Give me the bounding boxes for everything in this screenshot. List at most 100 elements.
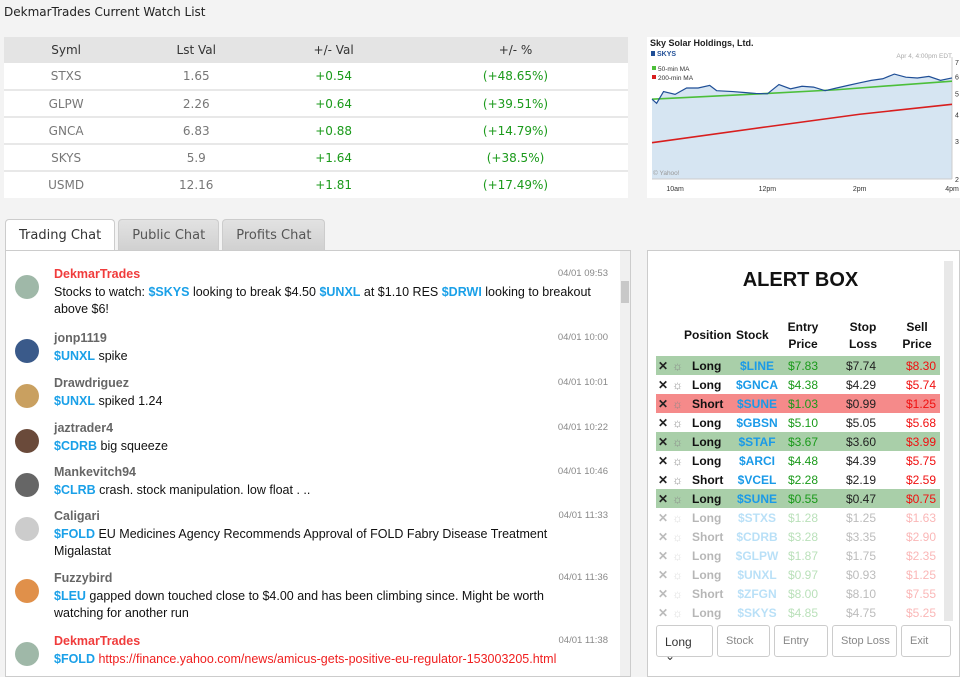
tab-public-chat[interactable]: Public Chat: [118, 219, 220, 251]
settings-icon[interactable]: ☼: [672, 530, 683, 544]
alert-stock[interactable]: $SUNE: [736, 397, 777, 411]
delete-icon[interactable]: ✕: [658, 378, 669, 392]
chat-username[interactable]: Mankevitch94: [54, 465, 136, 479]
settings-icon[interactable]: ☼: [672, 359, 683, 373]
alert-row: ✕ ☼ Long $GNCA $4.38 $4.29 $5.74: [656, 375, 940, 394]
ticker-link[interactable]: $CLRB: [54, 483, 96, 497]
alert-row: ✕ ☼ Short $CDRB $3.28 $3.35 $2.90: [656, 527, 940, 546]
avatar[interactable]: [15, 579, 39, 603]
settings-icon[interactable]: ☼: [672, 549, 683, 563]
alert-stock[interactable]: $CDRB: [736, 530, 778, 544]
delete-icon[interactable]: ✕: [658, 511, 669, 525]
settings-icon[interactable]: ☼: [672, 568, 683, 582]
delete-icon[interactable]: ✕: [658, 568, 669, 582]
delete-icon[interactable]: ✕: [658, 473, 669, 487]
avatar[interactable]: [15, 339, 39, 363]
alert-stock[interactable]: $STAF: [738, 435, 776, 449]
settings-icon[interactable]: ☼: [672, 473, 683, 487]
settings-icon[interactable]: ☼: [672, 435, 683, 449]
hdr-stop: Stop Loss: [848, 320, 877, 351]
alert-scrollbar[interactable]: [944, 261, 953, 621]
ticker-link[interactable]: $CDRB: [54, 439, 98, 453]
legend-label: 200-min MA: [658, 75, 694, 82]
avatar[interactable]: [15, 275, 39, 299]
alert-stock[interactable]: $GBSN: [736, 416, 778, 430]
avatar[interactable]: [15, 642, 39, 666]
delete-icon[interactable]: ✕: [658, 397, 669, 411]
ticker-link[interactable]: $DRWI: [441, 285, 482, 299]
ticker-link[interactable]: $UNXL: [54, 394, 95, 408]
alert-stock[interactable]: $VCEL: [737, 473, 777, 487]
chat-username[interactable]: Fuzzybird: [54, 571, 113, 585]
ticker-link[interactable]: $FOLD: [54, 652, 95, 666]
chat-username[interactable]: DekmarTrades: [54, 634, 141, 648]
alert-entry: $1.03: [788, 397, 819, 411]
watchlist-row[interactable]: SKYS 5.9 +1.64 (+38.5%): [4, 143, 628, 171]
settings-icon[interactable]: ☼: [672, 587, 683, 601]
alert-stock[interactable]: $SKYS: [737, 606, 777, 620]
alert-stock[interactable]: $STXS: [737, 511, 776, 525]
delete-icon[interactable]: ✕: [658, 435, 669, 449]
avatar[interactable]: [15, 384, 39, 408]
watchlist-row[interactable]: GNCA 6.83 +0.88 (+14.79%): [4, 116, 628, 144]
alert-stock[interactable]: $ZFGN: [737, 587, 777, 601]
message-text: crash. stock manipulation. low float . .…: [95, 483, 311, 497]
delete-icon[interactable]: ✕: [658, 530, 669, 544]
alert-stock[interactable]: $SUNE: [736, 492, 777, 506]
delete-icon[interactable]: ✕: [658, 549, 669, 563]
alert-entry: $4.38: [788, 378, 819, 392]
settings-icon[interactable]: ☼: [672, 378, 683, 392]
tab-profits-chat[interactable]: Profits Chat: [222, 219, 326, 251]
avatar[interactable]: [15, 429, 39, 453]
alert-stock[interactable]: $UNXL: [737, 568, 777, 582]
alert-stock[interactable]: $GLPW: [735, 549, 779, 563]
tab-trading-chat[interactable]: Trading Chat: [5, 219, 116, 252]
exit-input[interactable]: Exit: [901, 625, 951, 657]
alert-entry: $7.83: [788, 359, 819, 373]
settings-icon[interactable]: ☼: [672, 397, 683, 411]
ticker-link[interactable]: $FOLD: [54, 527, 95, 541]
ticker-link[interactable]: $SKYS: [148, 285, 190, 299]
delete-icon[interactable]: ✕: [658, 416, 669, 430]
chat-username[interactable]: jaztrader4: [54, 421, 114, 435]
scroll-thumb[interactable]: [621, 281, 629, 303]
chat-username[interactable]: Caligari: [54, 509, 100, 523]
delete-icon[interactable]: ✕: [658, 492, 669, 506]
stock-input[interactable]: Stock: [717, 625, 770, 657]
alert-stop: $1.25: [846, 511, 877, 525]
watchlist-row[interactable]: STXS 1.65 +0.54 (+48.65%): [4, 63, 628, 90]
entry-input[interactable]: Entry: [774, 625, 828, 657]
alert-entry: $2.28: [788, 473, 819, 487]
settings-icon[interactable]: ☼: [672, 511, 683, 525]
chat-username[interactable]: jonp1119: [54, 331, 107, 345]
alert-stock[interactable]: $GNCA: [735, 378, 778, 392]
alert-stock[interactable]: $LINE: [739, 359, 774, 373]
settings-icon[interactable]: ☼: [672, 606, 683, 620]
watchlist-row[interactable]: GLPW 2.26 +0.64 (+39.51%): [4, 89, 628, 117]
chat-text: $FOLD https://finance.yahoo.com/news/ami…: [54, 651, 594, 668]
settings-icon[interactable]: ☼: [672, 492, 683, 506]
chat-username[interactable]: Drawdriguez: [54, 376, 130, 390]
ticker-link[interactable]: $LEU: [54, 589, 86, 603]
message-text: spike: [94, 349, 128, 363]
cell-pct: (+38.5%): [403, 143, 628, 171]
ticker-link[interactable]: $UNXL: [54, 349, 95, 363]
url-link[interactable]: https://finance.yahoo.com/news/amicus-ge…: [98, 652, 557, 666]
position-select[interactable]: Long ⌄: [656, 625, 713, 663]
chat-username[interactable]: DekmarTrades: [54, 267, 141, 281]
watchlist-row[interactable]: USMD 12.16 +1.81 (+17.49%): [4, 170, 628, 198]
settings-icon[interactable]: ☼: [672, 416, 683, 430]
stop-loss-input[interactable]: Stop Loss: [832, 625, 897, 657]
delete-icon[interactable]: ✕: [658, 606, 669, 620]
delete-icon[interactable]: ✕: [658, 454, 669, 468]
avatar[interactable]: [15, 517, 39, 541]
ticker-link[interactable]: $UNXL: [319, 285, 361, 299]
cell-last: 6.83: [128, 116, 265, 144]
avatar[interactable]: [15, 473, 39, 497]
chat-scrollbar[interactable]: [620, 251, 630, 676]
delete-icon[interactable]: ✕: [658, 359, 669, 373]
alert-stock[interactable]: $ARCI: [738, 454, 775, 468]
delete-icon[interactable]: ✕: [658, 587, 669, 601]
alert-position: Short: [692, 397, 724, 411]
settings-icon[interactable]: ☼: [672, 454, 683, 468]
